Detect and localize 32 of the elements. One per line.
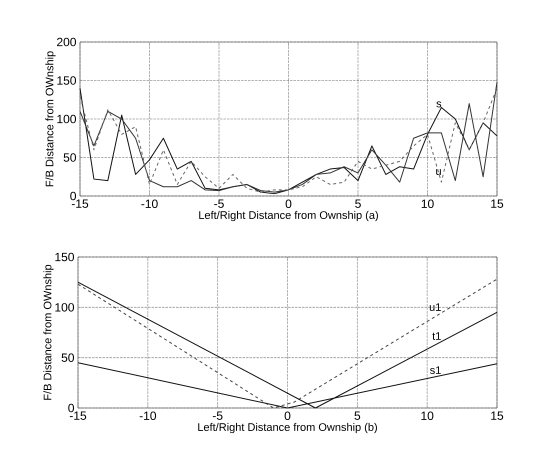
x-tick-label: -15 <box>70 412 86 420</box>
y-tick-label: 0 <box>68 404 74 412</box>
x-axis-title: Left/Right Distance from Ownship (b) <box>198 422 377 434</box>
x-tick-label: -10 <box>141 200 158 208</box>
x-tick-label: 15 <box>491 412 504 420</box>
y-tick-label: 150 <box>55 252 74 262</box>
y-tick-label: 50 <box>62 353 74 362</box>
y-tick-label: 50 <box>64 153 76 162</box>
series-label: u1 <box>430 303 441 311</box>
series-label: t1 <box>432 332 441 340</box>
x-tick-label: -5 <box>212 412 222 420</box>
y-tick-label: 100 <box>57 114 76 124</box>
series-label: s <box>436 101 442 108</box>
x-tick-label: 10 <box>421 412 434 420</box>
y-tick-label: 0 <box>70 192 76 200</box>
x-tick-label: 10 <box>422 200 434 208</box>
x-tick-label: -5 <box>214 200 224 208</box>
x-axis-title: Left/Right Distance from Ownship (a) <box>199 210 378 222</box>
y-tick-label: 150 <box>57 76 76 85</box>
y-tick-label: 200 <box>57 38 76 46</box>
y-axis-title: F/B Distance from OWnship <box>45 51 56 186</box>
series-label: s1 <box>430 366 441 374</box>
x-tick-label: 5 <box>355 200 361 208</box>
x-tick-label: -15 <box>72 200 88 208</box>
y-tick-label: 100 <box>55 303 74 312</box>
x-tick-label: 0 <box>284 412 290 420</box>
x-tick-label: 15 <box>491 200 504 208</box>
x-tick-label: 5 <box>354 412 360 420</box>
y-axis-title: F/B Distance from OWnship <box>43 264 54 400</box>
x-tick-label: 0 <box>286 200 292 208</box>
series-label: u <box>436 169 441 176</box>
x-tick-label: -10 <box>140 412 156 420</box>
